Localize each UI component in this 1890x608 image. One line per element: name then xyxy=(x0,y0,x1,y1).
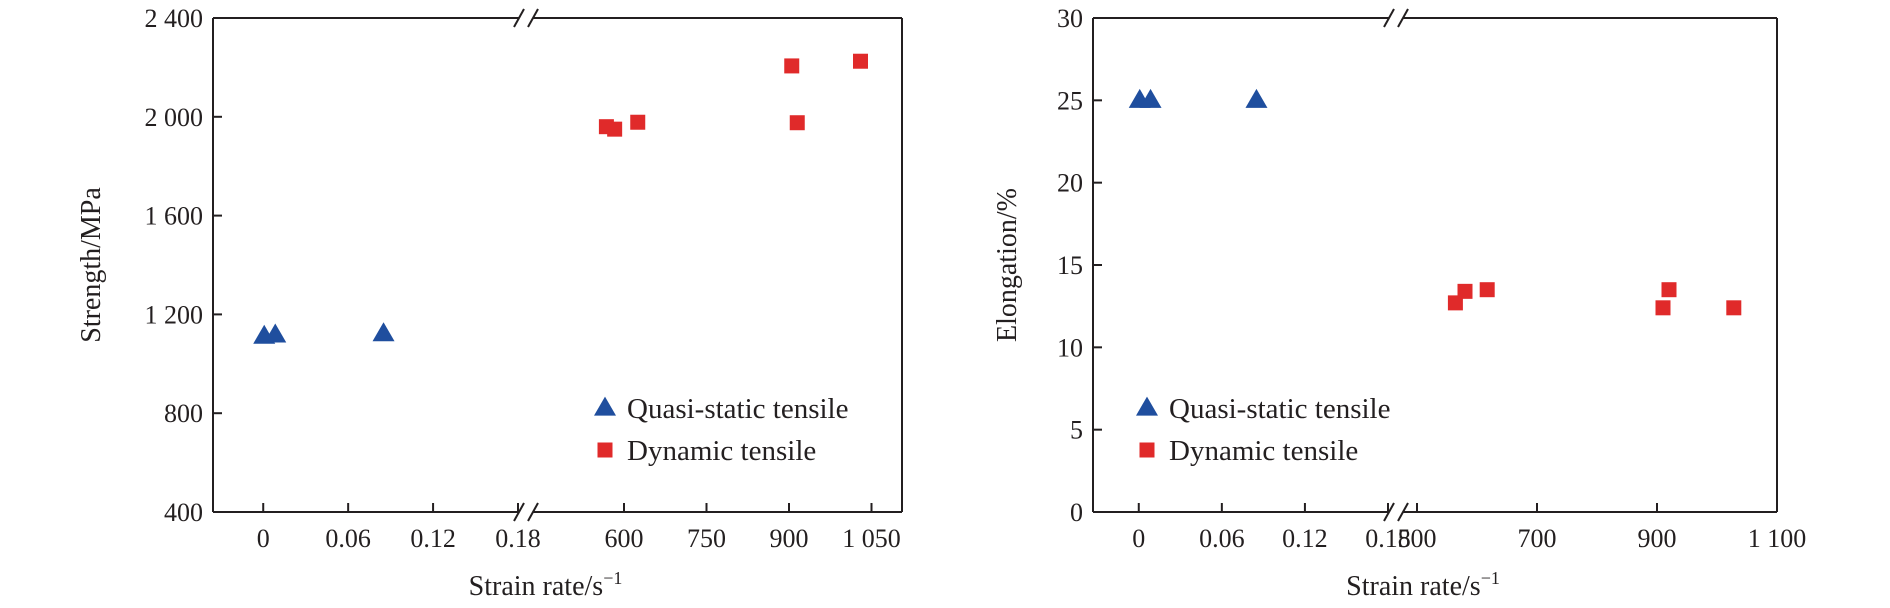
y-tick-label: 1 600 xyxy=(145,202,204,231)
dynamic-point xyxy=(1655,300,1671,316)
axis-break-mark xyxy=(1397,502,1409,522)
x-tick-label: 750 xyxy=(687,524,726,553)
axis-break-mark xyxy=(527,8,539,28)
y-tick-label: 25 xyxy=(1057,86,1083,115)
quasi-static-point xyxy=(1139,88,1162,108)
y-axis-title: Strength/MPa xyxy=(76,187,107,343)
y-tick-label: 1 200 xyxy=(145,300,204,329)
axis-break-mark xyxy=(1383,8,1395,28)
quasi-static-point xyxy=(1245,88,1268,108)
y-tick-label: 0 xyxy=(1070,498,1083,527)
dynamic-point xyxy=(789,115,805,131)
legend-label: Dynamic tensile xyxy=(627,435,816,467)
dynamic-point xyxy=(784,58,800,74)
x-tick-label: 0.12 xyxy=(1282,524,1328,553)
quasi-static-point xyxy=(264,323,287,343)
y-tick-label: 20 xyxy=(1057,169,1083,198)
y-axis-title: Elongation/% xyxy=(992,188,1023,342)
legend-marker-quasi-static xyxy=(1136,396,1158,416)
y-tick-label: 800 xyxy=(164,399,203,428)
axis-break-mark xyxy=(527,502,539,522)
y-tick-label: 10 xyxy=(1057,333,1083,362)
dynamic-point xyxy=(1479,282,1495,298)
legend-marker-quasi-static xyxy=(594,396,616,416)
x-axis-title: Strain rate/s−1 xyxy=(1346,568,1500,602)
x-tick-label: 500 xyxy=(1398,524,1437,553)
x-tick-label: 0.18 xyxy=(1365,524,1411,553)
x-tick-label: 700 xyxy=(1518,524,1557,553)
y-tick-label: 30 xyxy=(1057,4,1083,33)
x-tick-label: 900 xyxy=(1638,524,1677,553)
x-tick-label: 0.18 xyxy=(495,524,541,553)
dynamic-point xyxy=(1447,295,1463,311)
y-tick-label: 2 400 xyxy=(145,4,204,33)
y-tick-label: 2 000 xyxy=(145,103,204,132)
x-axis-title: Strain rate/s−1 xyxy=(469,568,623,602)
legend-label: Quasi-static tensile xyxy=(1169,393,1390,425)
x-axis-title-unit-exponent: −1 xyxy=(603,568,622,588)
x-tick-label: 0 xyxy=(1132,524,1145,553)
x-tick-label: 0.06 xyxy=(325,524,371,553)
axis-break-mark xyxy=(513,8,525,28)
x-tick-label: 0.12 xyxy=(410,524,456,553)
legend-label: Quasi-static tensile xyxy=(627,393,848,425)
x-tick-label: 0.06 xyxy=(1199,524,1245,553)
y-tick-label: 5 xyxy=(1070,416,1083,445)
dynamic-point xyxy=(630,114,646,130)
x-axis-title-unit-exponent: −1 xyxy=(1481,568,1500,588)
y-tick-label: 400 xyxy=(164,498,203,527)
x-tick-label: 1 050 xyxy=(842,524,901,553)
legend-marker-dynamic xyxy=(1139,442,1155,458)
panel-strength: 400 800 1 200 1 600 2 000 2 400 0 0.06 0.12 0.18 6… xyxy=(76,4,903,602)
quasi-static-point xyxy=(372,322,395,342)
legend-label: Dynamic tensile xyxy=(1169,435,1358,467)
dynamic-point xyxy=(853,53,868,69)
dynamic-point xyxy=(1726,300,1742,316)
dynamic-point xyxy=(1457,283,1473,299)
axis-break-mark xyxy=(1397,8,1409,28)
x-axis-title-main: Strain rate/s xyxy=(1346,571,1481,602)
x-tick-label: 900 xyxy=(770,524,809,553)
dynamic-point xyxy=(607,121,623,137)
legend-marker-dynamic xyxy=(597,442,613,458)
x-axis-title-main: Strain rate/s xyxy=(469,571,604,602)
dynamic-point xyxy=(1661,282,1677,298)
x-tick-label: 0 xyxy=(257,524,270,553)
y-tick-label: 15 xyxy=(1057,251,1083,280)
x-tick-label: 600 xyxy=(605,524,644,553)
x-tick-label: 1 100 xyxy=(1748,524,1807,553)
